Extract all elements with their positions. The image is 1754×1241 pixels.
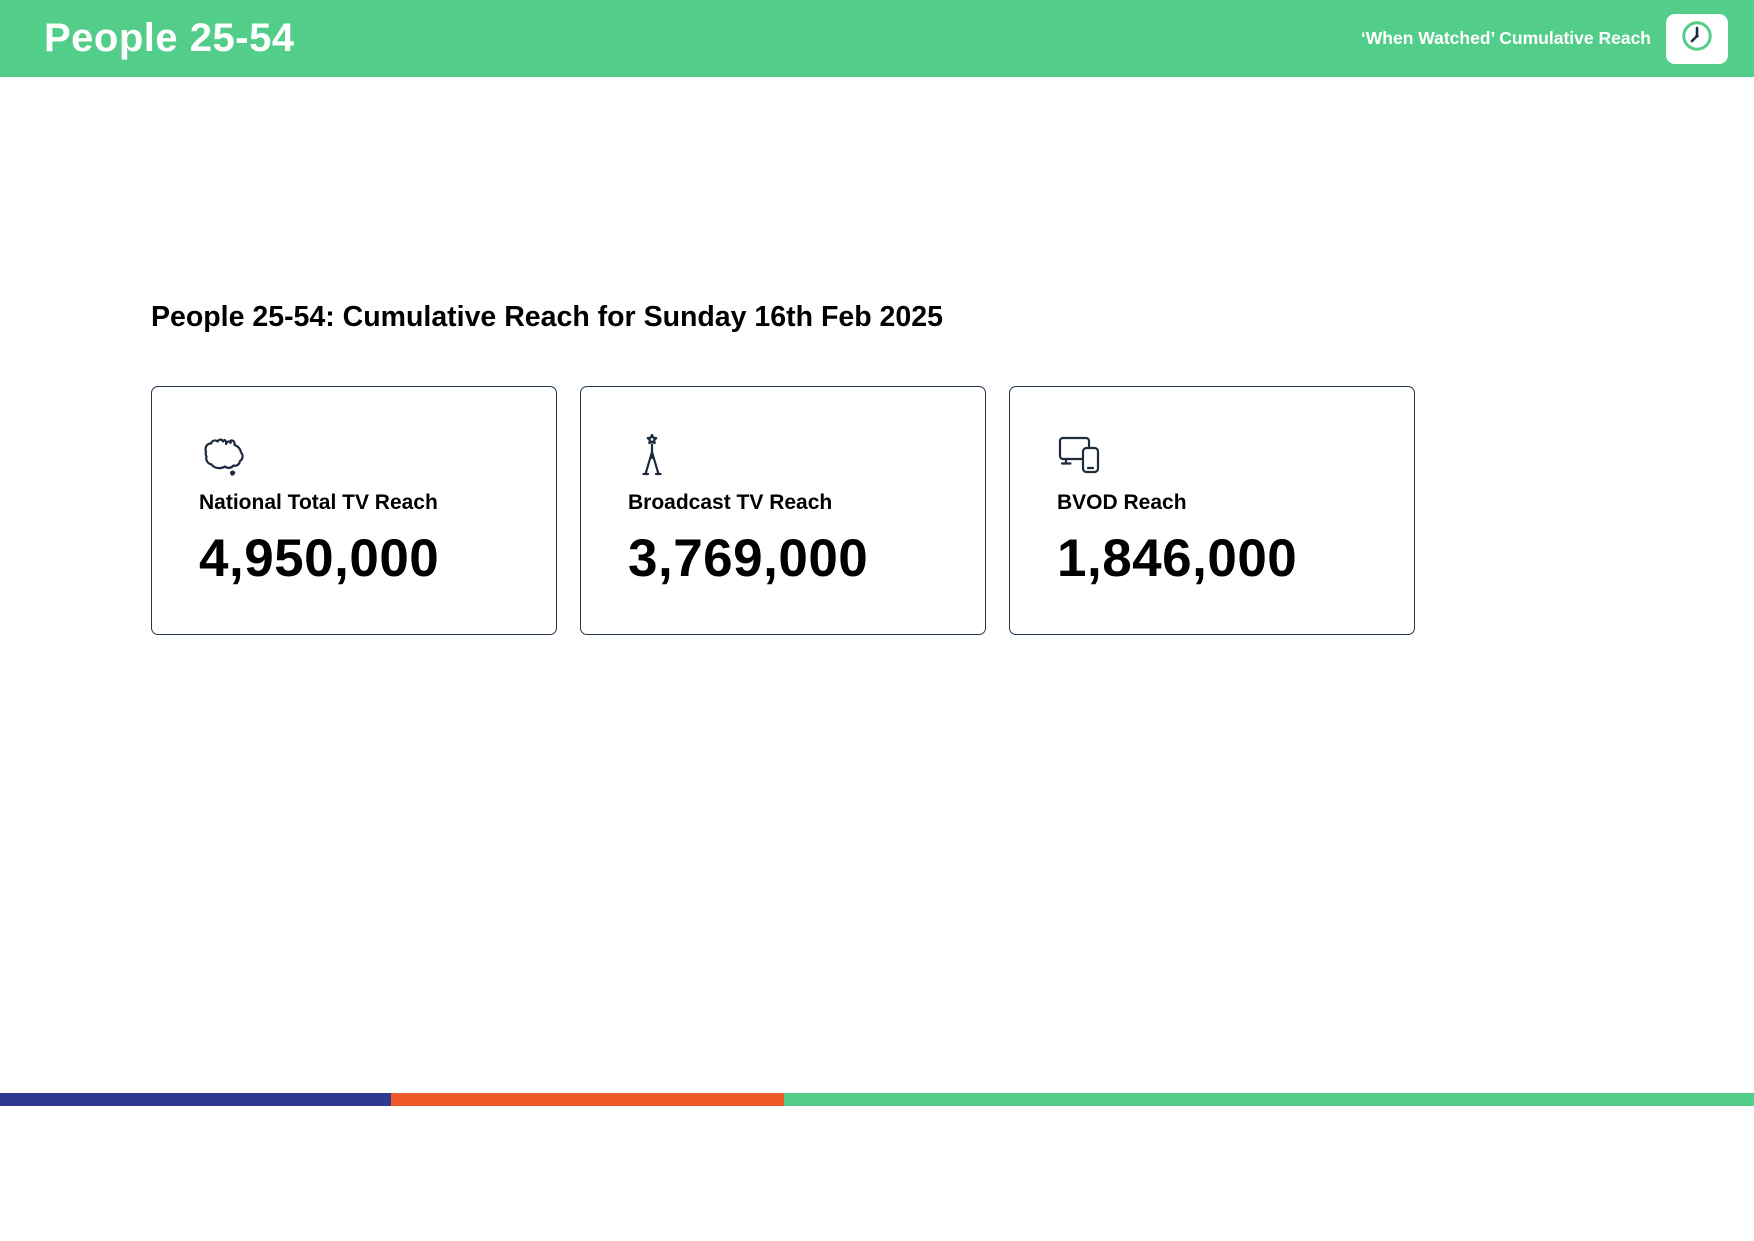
footer-segment-orange [391, 1093, 785, 1106]
australia-map-icon [199, 431, 509, 479]
kpi-cards: National Total TV Reach 4,950,000 Broadc… [151, 386, 1754, 635]
page-title: People 25-54 [44, 16, 295, 60]
header-right: ‘When Watched’ Cumulative Reach [1360, 13, 1728, 64]
app-header: People 25-54 ‘When Watched’ Cumulative R… [0, 0, 1754, 77]
clock-logo-badge [1666, 13, 1728, 64]
header-subtitle: ‘When Watched’ Cumulative Reach [1360, 28, 1651, 48]
kpi-card-national-total-tv-reach: National Total TV Reach 4,950,000 [151, 386, 557, 635]
footer-segment-blue [0, 1093, 392, 1106]
footer-stripe [0, 1093, 1754, 1106]
kpi-label: Broadcast TV Reach [628, 491, 833, 514]
kpi-card-bvod-reach: BVOD Reach 1,846,000 [1009, 386, 1415, 635]
report-body: People 25-54: Cumulative Reach for Sunda… [0, 77, 1754, 635]
kpi-value: 1,846,000 [1057, 529, 1298, 588]
broadcast-tower-icon [628, 431, 938, 479]
report-heading: People 25-54: Cumulative Reach for Sunda… [151, 301, 943, 333]
kpi-card-broadcast-tv-reach: Broadcast TV Reach 3,769,000 [580, 386, 986, 635]
kpi-label: BVOD Reach [1057, 491, 1187, 514]
devices-icon [1057, 431, 1367, 479]
clock-icon [1679, 18, 1715, 59]
kpi-value: 3,769,000 [628, 529, 869, 588]
kpi-value: 4,950,000 [199, 529, 440, 588]
kpi-label: National Total TV Reach [199, 491, 438, 514]
footer-segment-green [784, 1093, 1754, 1106]
